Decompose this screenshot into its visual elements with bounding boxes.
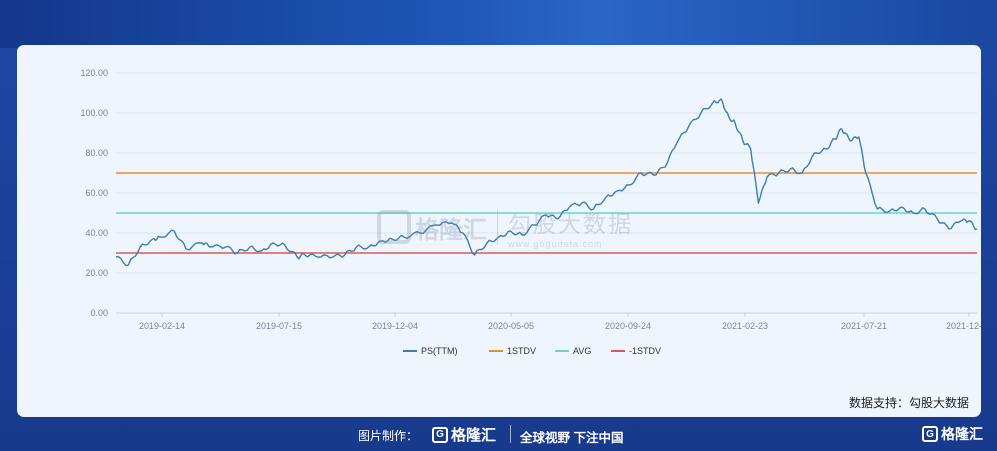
data-source-label: 数据支持：勾股大数据 — [848, 396, 969, 410]
watermark-divider — [497, 209, 498, 245]
footer-slogan: 全球视野 下注中国 — [520, 431, 624, 445]
made-by-label: 图片制作： — [358, 429, 419, 443]
x-tick-label: 2021-02-23 — [722, 321, 768, 331]
x-tick-label: 2021-07-21 — [841, 321, 887, 331]
header-band — [0, 0, 997, 48]
y-tick-label: 100.00 — [80, 108, 108, 118]
watermark-logo-icon — [377, 210, 411, 244]
legend-label: AVG — [573, 346, 591, 356]
x-tick-label: 2020-09-24 — [605, 321, 651, 331]
y-tick-label: 80.00 — [85, 148, 108, 158]
corner-brand-name: 格隆汇 — [941, 426, 983, 442]
y-tick-label: 120.00 — [80, 68, 108, 78]
footer-brand: G 格隆汇 — [432, 424, 496, 445]
chart-panel: 0.00 20.00 40.00 60.00 80.00 100.00 120.00 2019… — [17, 45, 981, 417]
legend-label: PS(TTM) — [421, 346, 458, 356]
footer-brand-name: 格隆汇 — [451, 427, 497, 444]
y-tick-label: 0.00 — [90, 308, 108, 318]
x-tick-label: 2020-05-05 — [488, 321, 534, 331]
x-tick-label: 2021-12-14 — [946, 321, 981, 331]
watermark: 格隆汇 勾股大数据 www.gogudata.com — [377, 205, 633, 249]
corner-logo-icon: G — [922, 426, 938, 442]
watermark-logo: 格隆汇 — [377, 210, 487, 245]
footer-divider — [510, 425, 511, 443]
ps-ttm-chart: 0.00 20.00 40.00 60.00 80.00 100.00 120.00 2019… — [80, 68, 981, 356]
x-tick-label: 2019-02-14 — [139, 321, 185, 331]
x-tick-label: 2019-07-15 — [256, 321, 302, 331]
x-tick-label: 2019-12-04 — [372, 321, 418, 331]
corner-brand: G 格隆汇 — [922, 424, 983, 444]
watermark-url: www.gogudata.com — [508, 239, 603, 249]
brand-logo-icon: G — [432, 426, 448, 443]
y-tick-label: 60.00 — [85, 188, 108, 198]
footer: 图片制作： G 格隆汇 全球视野 下注中国 G 格隆汇 — [0, 417, 997, 451]
watermark-brand: 勾股大数据 — [508, 211, 633, 237]
series-line-ps-ttm — [115, 98, 978, 267]
legend-label: 1STDV — [507, 346, 536, 356]
watermark-logo-text: 格隆汇 — [415, 216, 487, 244]
y-tick-label: 20.00 — [85, 268, 108, 278]
legend-label: -1STDV — [629, 346, 661, 356]
y-tick-label: 40.00 — [85, 228, 108, 238]
